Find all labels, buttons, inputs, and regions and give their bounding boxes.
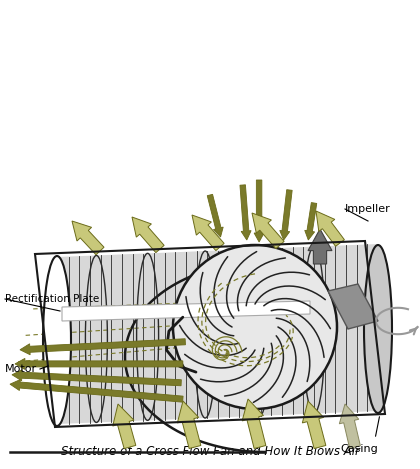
Polygon shape (242, 399, 266, 448)
Text: Rectification Plate: Rectification Plate (5, 294, 99, 304)
Text: Motor: Motor (5, 364, 37, 374)
Circle shape (173, 245, 337, 409)
Polygon shape (35, 241, 385, 427)
Polygon shape (132, 217, 164, 253)
Polygon shape (302, 401, 326, 448)
Polygon shape (252, 213, 284, 249)
Polygon shape (305, 203, 317, 240)
Polygon shape (62, 301, 310, 321)
Text: Structure of a Cross Flow Fan and How It Blows Air: Structure of a Cross Flow Fan and How It… (60, 445, 360, 457)
Ellipse shape (364, 245, 392, 413)
Polygon shape (15, 358, 183, 370)
Polygon shape (207, 194, 223, 237)
Polygon shape (20, 339, 186, 355)
Polygon shape (308, 229, 332, 264)
Polygon shape (240, 185, 251, 240)
Polygon shape (12, 370, 181, 386)
Polygon shape (316, 211, 344, 246)
Polygon shape (72, 221, 104, 255)
Polygon shape (58, 244, 378, 424)
Polygon shape (339, 404, 360, 448)
Ellipse shape (43, 256, 71, 426)
Text: Impeller: Impeller (345, 204, 391, 214)
Text: Casing: Casing (340, 444, 378, 454)
Polygon shape (280, 189, 292, 240)
Polygon shape (192, 215, 224, 250)
Polygon shape (177, 401, 201, 448)
Polygon shape (254, 180, 264, 242)
Polygon shape (10, 379, 183, 402)
Polygon shape (328, 284, 378, 329)
Polygon shape (113, 404, 136, 449)
